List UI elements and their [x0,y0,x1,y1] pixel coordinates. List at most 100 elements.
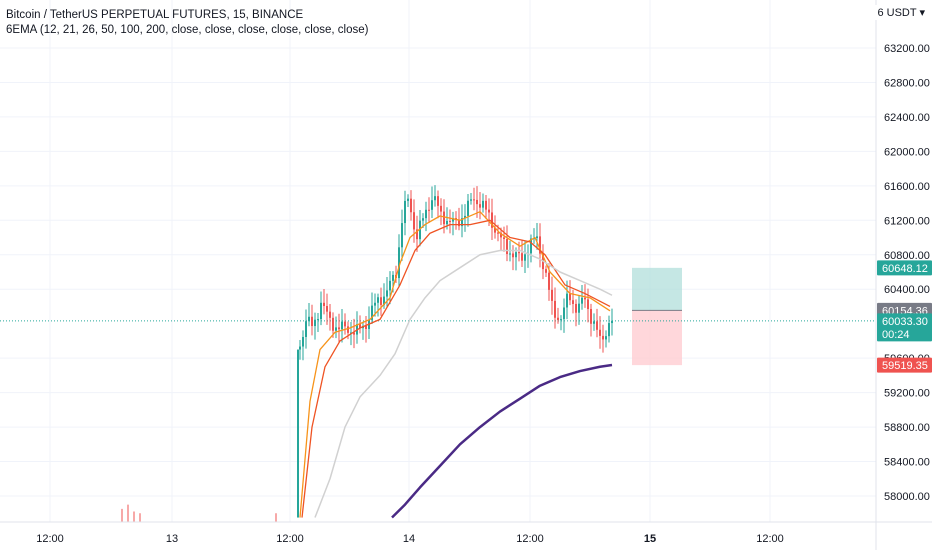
candle-body [380,297,382,305]
price-tag-bg [877,313,932,342]
x-tick-label: 15 [644,533,656,545]
candle-body [488,209,490,213]
x-tick-label: 14 [403,533,415,545]
x-tick-label: 12:00 [276,533,304,545]
candle-body [539,236,541,254]
candle-body [332,317,334,331]
candle-body [563,307,565,320]
candle-body [329,311,331,318]
candle-body [389,280,391,291]
candle-body [551,289,553,301]
candle-body [596,321,598,330]
candle-body [443,211,445,225]
chevron-down-icon: ▾ [919,7,925,19]
price-tag-tp[interactable]: 60648.12 [877,260,932,276]
candle-body [383,296,385,305]
candle-body [584,297,586,300]
stop-loss-zone [632,310,682,366]
candle-body [497,232,499,234]
ema-layer [299,211,613,519]
y-tick-label: 60400.00 [884,284,930,296]
price-tag-bg [877,357,932,373]
candle-body [575,303,577,313]
ema50-line [314,249,613,518]
candle-body [464,215,466,219]
candle-body [515,252,517,258]
candle-body [566,293,568,308]
candle-body [428,209,430,211]
candle-body [461,218,463,227]
candle-body [503,237,505,240]
candle-body [434,196,436,201]
price-tag-label: 60033.30 [882,316,928,328]
candle-body [476,199,478,205]
candle-body [341,321,343,330]
candle-body [308,316,310,322]
candle-body [452,218,454,222]
candle-body [302,336,304,347]
currency-label: USDT [886,7,917,19]
candle-body [311,316,313,327]
candle-body [419,220,421,240]
candle-body [350,332,352,334]
candles-layer [121,185,613,522]
candle-body [407,198,409,201]
candle-body [530,238,532,254]
candle-body [359,324,361,329]
candle-body [365,326,367,329]
y-tick-label: 58400.00 [884,457,930,469]
candle-body [500,232,502,238]
candle-body [569,293,571,301]
x-tick-label: 13 [166,533,178,545]
candle-body [518,252,520,254]
candle-body [326,306,328,312]
indicator-legend-line[interactable]: 6EMA (12, 21, 26, 50, 100, 200, close, c… [6,24,369,36]
y-tick-label: 59200.00 [884,388,930,400]
candle-body [608,323,610,337]
candle-body [512,253,514,258]
candle-body [344,321,346,327]
take-profit-zone [632,267,682,311]
candle-body [578,303,580,313]
candle-body [506,239,508,254]
y-tick-label: 58800.00 [884,422,930,434]
candle-body [305,321,307,337]
candle-body [413,212,415,230]
candle-body [602,335,604,340]
candle-body [437,196,439,206]
candle-body [446,221,448,225]
candle-body [479,204,481,208]
symbol-legend-line[interactable]: Bitcoin / TetherUS PERPETUAL FUTURES, 15… [6,9,304,21]
candle-body [581,297,583,304]
candle-body [548,272,550,290]
candle-body [431,200,433,210]
launch-candle [297,349,299,518]
candle-body [587,299,589,310]
candle-body [338,327,340,330]
ema12-line [299,211,611,518]
candle-body [416,229,418,240]
currency-badge[interactable]: 6 USDT ▾ [874,5,928,20]
candle-body [521,253,523,261]
candle-body [320,302,322,320]
candle-body [560,319,562,321]
candle-body [353,332,355,335]
candle-body [299,346,301,350]
candle-body [485,200,487,210]
candle-body [494,227,496,233]
candle-body [557,317,559,320]
candle-body [323,302,325,307]
price-tag-sl[interactable]: 59519.35 [877,357,932,373]
candle-body [536,236,538,239]
y-tick-label: 63200.00 [884,43,930,55]
price-tag-label: 59519.35 [882,360,928,372]
candle-body [377,297,379,303]
candle-body [410,198,412,213]
countdown-label: 00:24 [882,329,910,341]
candle-body [422,218,424,221]
candle-body [314,319,316,327]
